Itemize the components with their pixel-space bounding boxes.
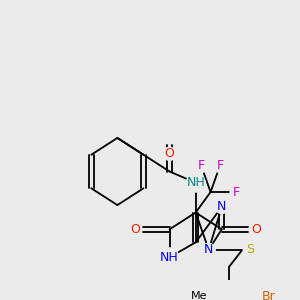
Text: N: N	[217, 200, 226, 213]
Text: NH: NH	[186, 176, 205, 189]
Text: F: F	[216, 159, 224, 172]
Circle shape	[190, 287, 209, 300]
Text: N: N	[204, 243, 213, 256]
Text: O: O	[165, 147, 175, 160]
Circle shape	[202, 243, 215, 256]
Circle shape	[250, 223, 263, 236]
Circle shape	[129, 223, 142, 236]
Circle shape	[163, 147, 176, 160]
Circle shape	[230, 185, 243, 199]
Text: F: F	[233, 185, 240, 199]
Circle shape	[160, 248, 179, 267]
Circle shape	[213, 159, 226, 172]
Circle shape	[195, 159, 208, 172]
Text: O: O	[251, 223, 261, 236]
Circle shape	[259, 287, 278, 300]
Text: Me: Me	[191, 291, 208, 300]
Circle shape	[215, 200, 228, 214]
Text: S: S	[246, 243, 254, 256]
Text: O: O	[130, 223, 140, 236]
Text: NH: NH	[160, 251, 179, 264]
Circle shape	[243, 243, 256, 256]
Circle shape	[186, 173, 205, 192]
Text: Br: Br	[262, 290, 275, 300]
Text: F: F	[198, 159, 205, 172]
